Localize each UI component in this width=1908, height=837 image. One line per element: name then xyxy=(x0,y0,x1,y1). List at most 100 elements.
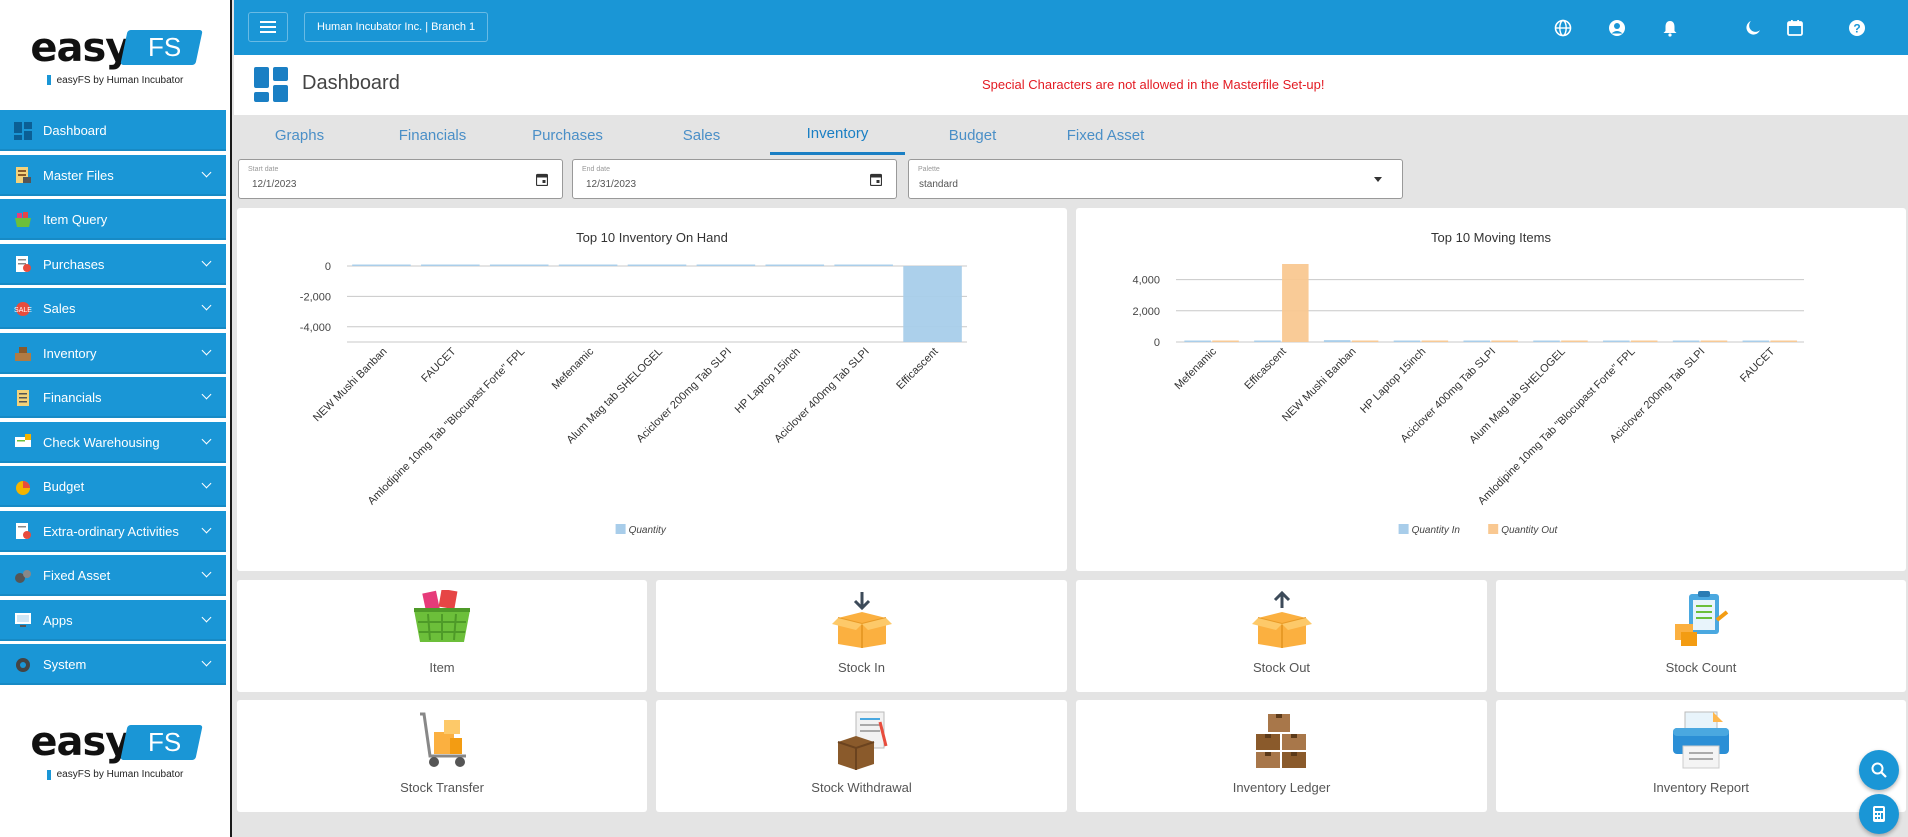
tab-inventory[interactable]: Inventory xyxy=(770,115,905,155)
end-date-field[interactable]: End date 12/31/2023 xyxy=(572,159,897,199)
bar-quantity-out[interactable] xyxy=(1700,340,1728,343)
tile-stock-count[interactable]: Stock Count xyxy=(1496,580,1906,692)
search-button[interactable] xyxy=(1859,750,1899,790)
y-tick-label: -2,000 xyxy=(300,291,331,303)
sidebar-item-purchases[interactable]: Purchases xyxy=(0,243,226,285)
legend-label[interactable]: Quantity In xyxy=(1412,525,1461,536)
tile-stock-transfer[interactable]: Stock Transfer xyxy=(237,700,647,812)
tab-fixed-asset[interactable]: Fixed Asset xyxy=(1066,126,1145,144)
bar-quantity[interactable] xyxy=(627,264,687,267)
extraordinary-icon xyxy=(12,520,34,542)
tile-inventory-ledger[interactable]: Inventory Ledger xyxy=(1076,700,1487,812)
start-date-value[interactable]: 12/1/2023 xyxy=(252,179,297,190)
tab-graphs[interactable]: Graphs xyxy=(274,126,325,144)
bar-quantity-out[interactable] xyxy=(1351,340,1379,343)
bar-quantity-in[interactable] xyxy=(1742,340,1770,343)
sidebar-item-item-query[interactable]: Item Query xyxy=(0,199,226,240)
bar-quantity-in[interactable] xyxy=(1184,340,1211,343)
bar-quantity-out[interactable] xyxy=(1770,340,1798,343)
x-tick-label: FAUCET xyxy=(1738,345,1777,384)
tile-label: Inventory Ledger xyxy=(1232,780,1331,795)
bar-quantity-out[interactable] xyxy=(1630,340,1658,343)
legend-label[interactable]: Quantity Out xyxy=(1501,525,1558,536)
x-tick-label: Mefenamic xyxy=(1172,345,1219,392)
brand-logo[interactable]: easy FS easyFS by Human Incubator xyxy=(0,0,230,110)
moon-icon xyxy=(1742,17,1764,39)
logo-tagline: easyFS by Human Incubator xyxy=(46,769,183,780)
x-tick-label: HP Laptop 15inch xyxy=(1358,346,1428,416)
sidebar-item-financials[interactable]: Financials xyxy=(0,377,226,418)
start-date-field[interactable]: Start date 12/1/2023 xyxy=(238,159,563,199)
bar-quantity[interactable] xyxy=(834,264,893,267)
bar-quantity[interactable] xyxy=(558,264,618,267)
bar-quantity-in[interactable] xyxy=(1672,340,1700,343)
tile-label: Stock Transfer xyxy=(400,780,484,795)
sidebar-item-sales[interactable]: SALE Sales xyxy=(0,288,226,329)
bar-quantity[interactable] xyxy=(421,264,480,267)
calculator-button[interactable] xyxy=(1859,794,1899,834)
bar-quantity-in[interactable] xyxy=(1323,340,1351,342)
calendar-icon[interactable] xyxy=(869,173,883,191)
x-tick-label: Efficascent xyxy=(1242,346,1288,392)
bar-quantity-in[interactable] xyxy=(1603,340,1630,343)
sidebar-item-dashboard[interactable]: Dashboard xyxy=(0,110,226,151)
svg-text:?: ? xyxy=(1853,22,1860,36)
sidebar-item-system[interactable]: System xyxy=(0,644,226,685)
page-title: Dashboard xyxy=(302,72,400,94)
bar-quantity-in[interactable] xyxy=(1533,340,1560,343)
logo-easy-text: easy xyxy=(30,24,131,71)
sidebar-item-extra-ordinary-activities[interactable]: Extra-ordinary Activities xyxy=(0,510,226,552)
sidebar-item-budget[interactable]: Budget xyxy=(0,466,226,507)
calendar-icon[interactable] xyxy=(1784,17,1806,39)
sidebar-item-master-files[interactable]: Master Files xyxy=(0,154,226,196)
tab-purchases[interactable]: Purchases xyxy=(532,126,603,144)
calendar-icon[interactable] xyxy=(535,173,549,191)
y-tick-label: -4,000 xyxy=(300,322,331,334)
bar-quantity-out[interactable] xyxy=(1421,340,1449,343)
logo-fs-badge: FS xyxy=(120,724,204,760)
bar-quantity[interactable] xyxy=(352,264,411,267)
help-icon[interactable]: ? xyxy=(1846,17,1868,39)
bar-quantity[interactable] xyxy=(765,264,825,267)
bar-quantity[interactable] xyxy=(696,264,756,267)
logo-easy-text: easy xyxy=(30,719,131,765)
chevron-down-icon xyxy=(201,478,212,489)
tile-inventory-report[interactable]: Inventory Report xyxy=(1496,700,1906,812)
chevron-down-icon xyxy=(201,256,212,266)
chevron-down-icon xyxy=(201,612,212,622)
bar-quantity-out[interactable] xyxy=(1561,340,1588,343)
company-branch-selector[interactable]: Human Incubator Inc. | Branch 1 xyxy=(304,12,488,42)
menu-button[interactable] xyxy=(248,12,288,42)
budget-icon xyxy=(12,476,34,498)
tab-sales[interactable]: Sales xyxy=(682,126,721,144)
tile-stock-out[interactable]: Stock Out xyxy=(1076,580,1487,692)
dashboard-icon xyxy=(12,120,34,142)
bar-quantity[interactable] xyxy=(489,264,549,267)
sidebar-item-apps[interactable]: Apps xyxy=(0,599,226,641)
bar-quantity-out[interactable] xyxy=(1212,340,1239,343)
sidebar-item-label: Master Files xyxy=(43,167,114,183)
tile-stock-in[interactable]: Stock In xyxy=(656,580,1067,692)
sidebar-item-inventory[interactable]: Inventory xyxy=(0,332,226,374)
sidebar-item-label: Purchases xyxy=(43,256,105,272)
bar-quantity[interactable] xyxy=(903,266,962,342)
tile-stock-withdrawal[interactable]: Stock Withdrawal xyxy=(656,700,1067,812)
tab-financials[interactable]: Financials xyxy=(398,126,467,144)
legend-label[interactable]: Quantity xyxy=(629,525,667,536)
chevron-down-icon xyxy=(201,656,212,667)
sidebar-item-check-warehousing[interactable]: Check Warehousing xyxy=(0,421,226,463)
bar-quantity-out[interactable] xyxy=(1491,340,1518,343)
globe-icon[interactable] xyxy=(1552,17,1574,39)
bar-quantity-in[interactable] xyxy=(1254,340,1281,343)
sidebar-item-fixed-asset[interactable]: Fixed Asset xyxy=(0,555,226,596)
bell-icon[interactable] xyxy=(1659,17,1681,39)
tab-budget[interactable]: Budget xyxy=(948,126,997,144)
bar-quantity-out[interactable] xyxy=(1282,264,1309,342)
bar-quantity-in[interactable] xyxy=(1393,340,1421,343)
palette-select[interactable]: Palette standard xyxy=(908,159,1403,199)
palette-label: Palette xyxy=(918,166,940,173)
tile-item[interactable]: Item xyxy=(237,580,647,692)
user-icon[interactable] xyxy=(1606,17,1628,39)
bar-quantity-in[interactable] xyxy=(1463,340,1490,343)
end-date-value[interactable]: 12/31/2023 xyxy=(586,179,637,190)
